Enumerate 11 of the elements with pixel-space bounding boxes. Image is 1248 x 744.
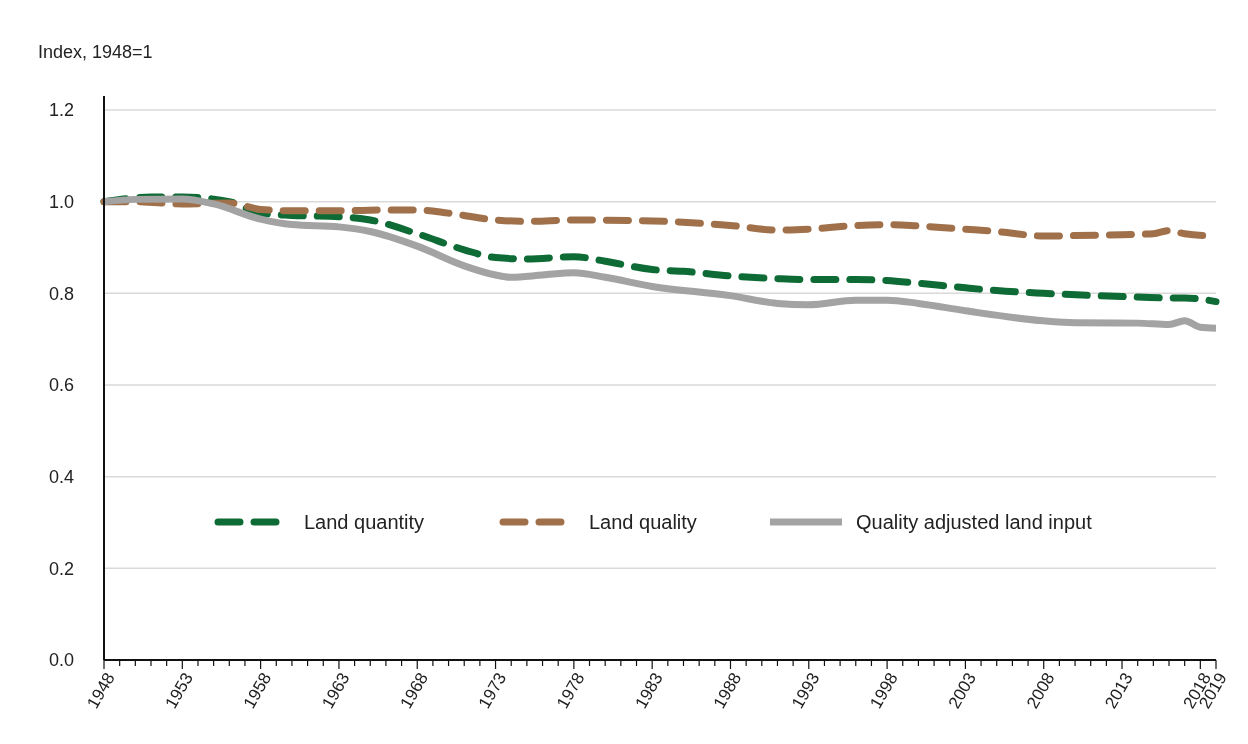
legend-label: Land quality [589, 511, 697, 533]
y-tick-label: 0.0 [48, 650, 74, 671]
y-tick-label: 0.8 [48, 283, 74, 304]
y-axis-title: Index, 1948=1 [38, 42, 153, 62]
y-tick-label: 1.2 [48, 100, 74, 121]
y-tick-label: 0.6 [48, 375, 74, 396]
legend-label: Land quantity [304, 511, 425, 533]
legend-label: Quality adjusted land input [856, 511, 1093, 533]
y-tick-label: 0.2 [48, 558, 74, 579]
y-tick-label: 0.4 [48, 466, 74, 487]
y-tick-label: 1.0 [48, 191, 74, 212]
